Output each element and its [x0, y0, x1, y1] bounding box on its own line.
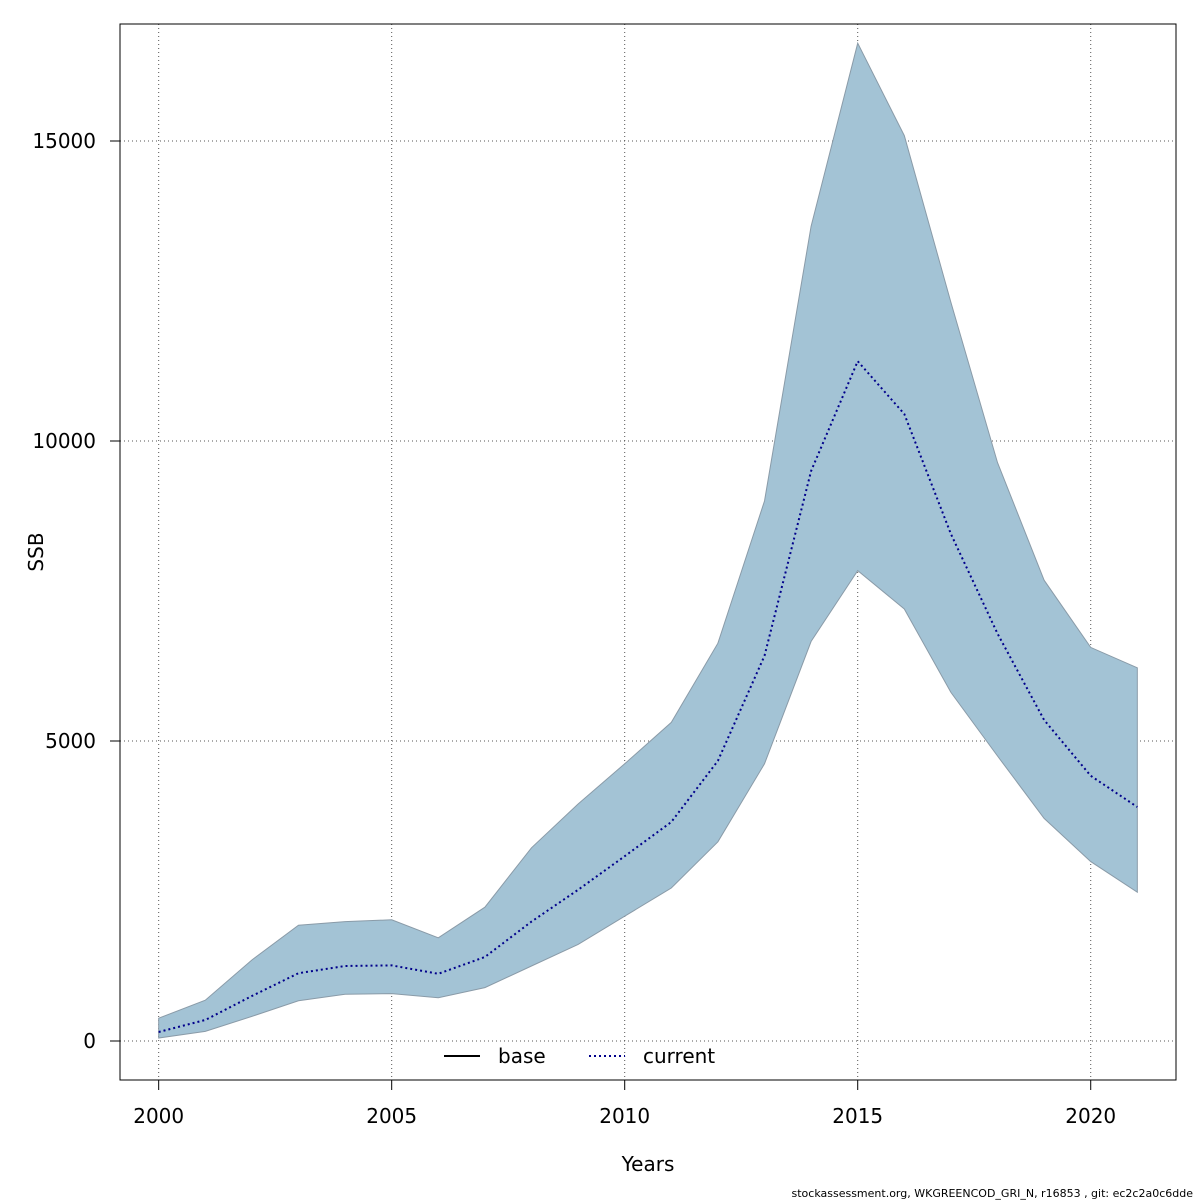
x-tick-label: 2005	[366, 1104, 417, 1128]
x-tick-label: 2010	[599, 1104, 650, 1128]
y-axis-title: SSB	[24, 532, 48, 571]
legend-label-base: base	[498, 1044, 546, 1068]
confidence-band	[158, 41, 1138, 1039]
legend: base current	[444, 1044, 715, 1068]
series-lines	[158, 359, 1138, 1033]
confidence-band-area	[158, 41, 1138, 1039]
x-tick-label: 2015	[832, 1104, 883, 1128]
y-tick-label: 5000	[45, 729, 96, 753]
y-tick-label: 15000	[32, 129, 96, 153]
y-axis: 0 5000 10000 15000	[32, 129, 121, 1053]
x-axis: 2000 2005 2010 2015 2020	[133, 1079, 1116, 1128]
x-axis-title: Years	[621, 1152, 675, 1176]
legend-label-current: current	[643, 1044, 715, 1068]
y-tick-label: 0	[83, 1029, 96, 1053]
series-line-current	[158, 359, 1138, 1033]
footer-credit: stockassessment.org, WKGREENCOD_GRI_N, r…	[792, 1187, 1194, 1200]
y-tick-label: 10000	[32, 429, 96, 453]
x-tick-label: 2000	[133, 1104, 184, 1128]
x-tick-label: 2020	[1065, 1104, 1116, 1128]
